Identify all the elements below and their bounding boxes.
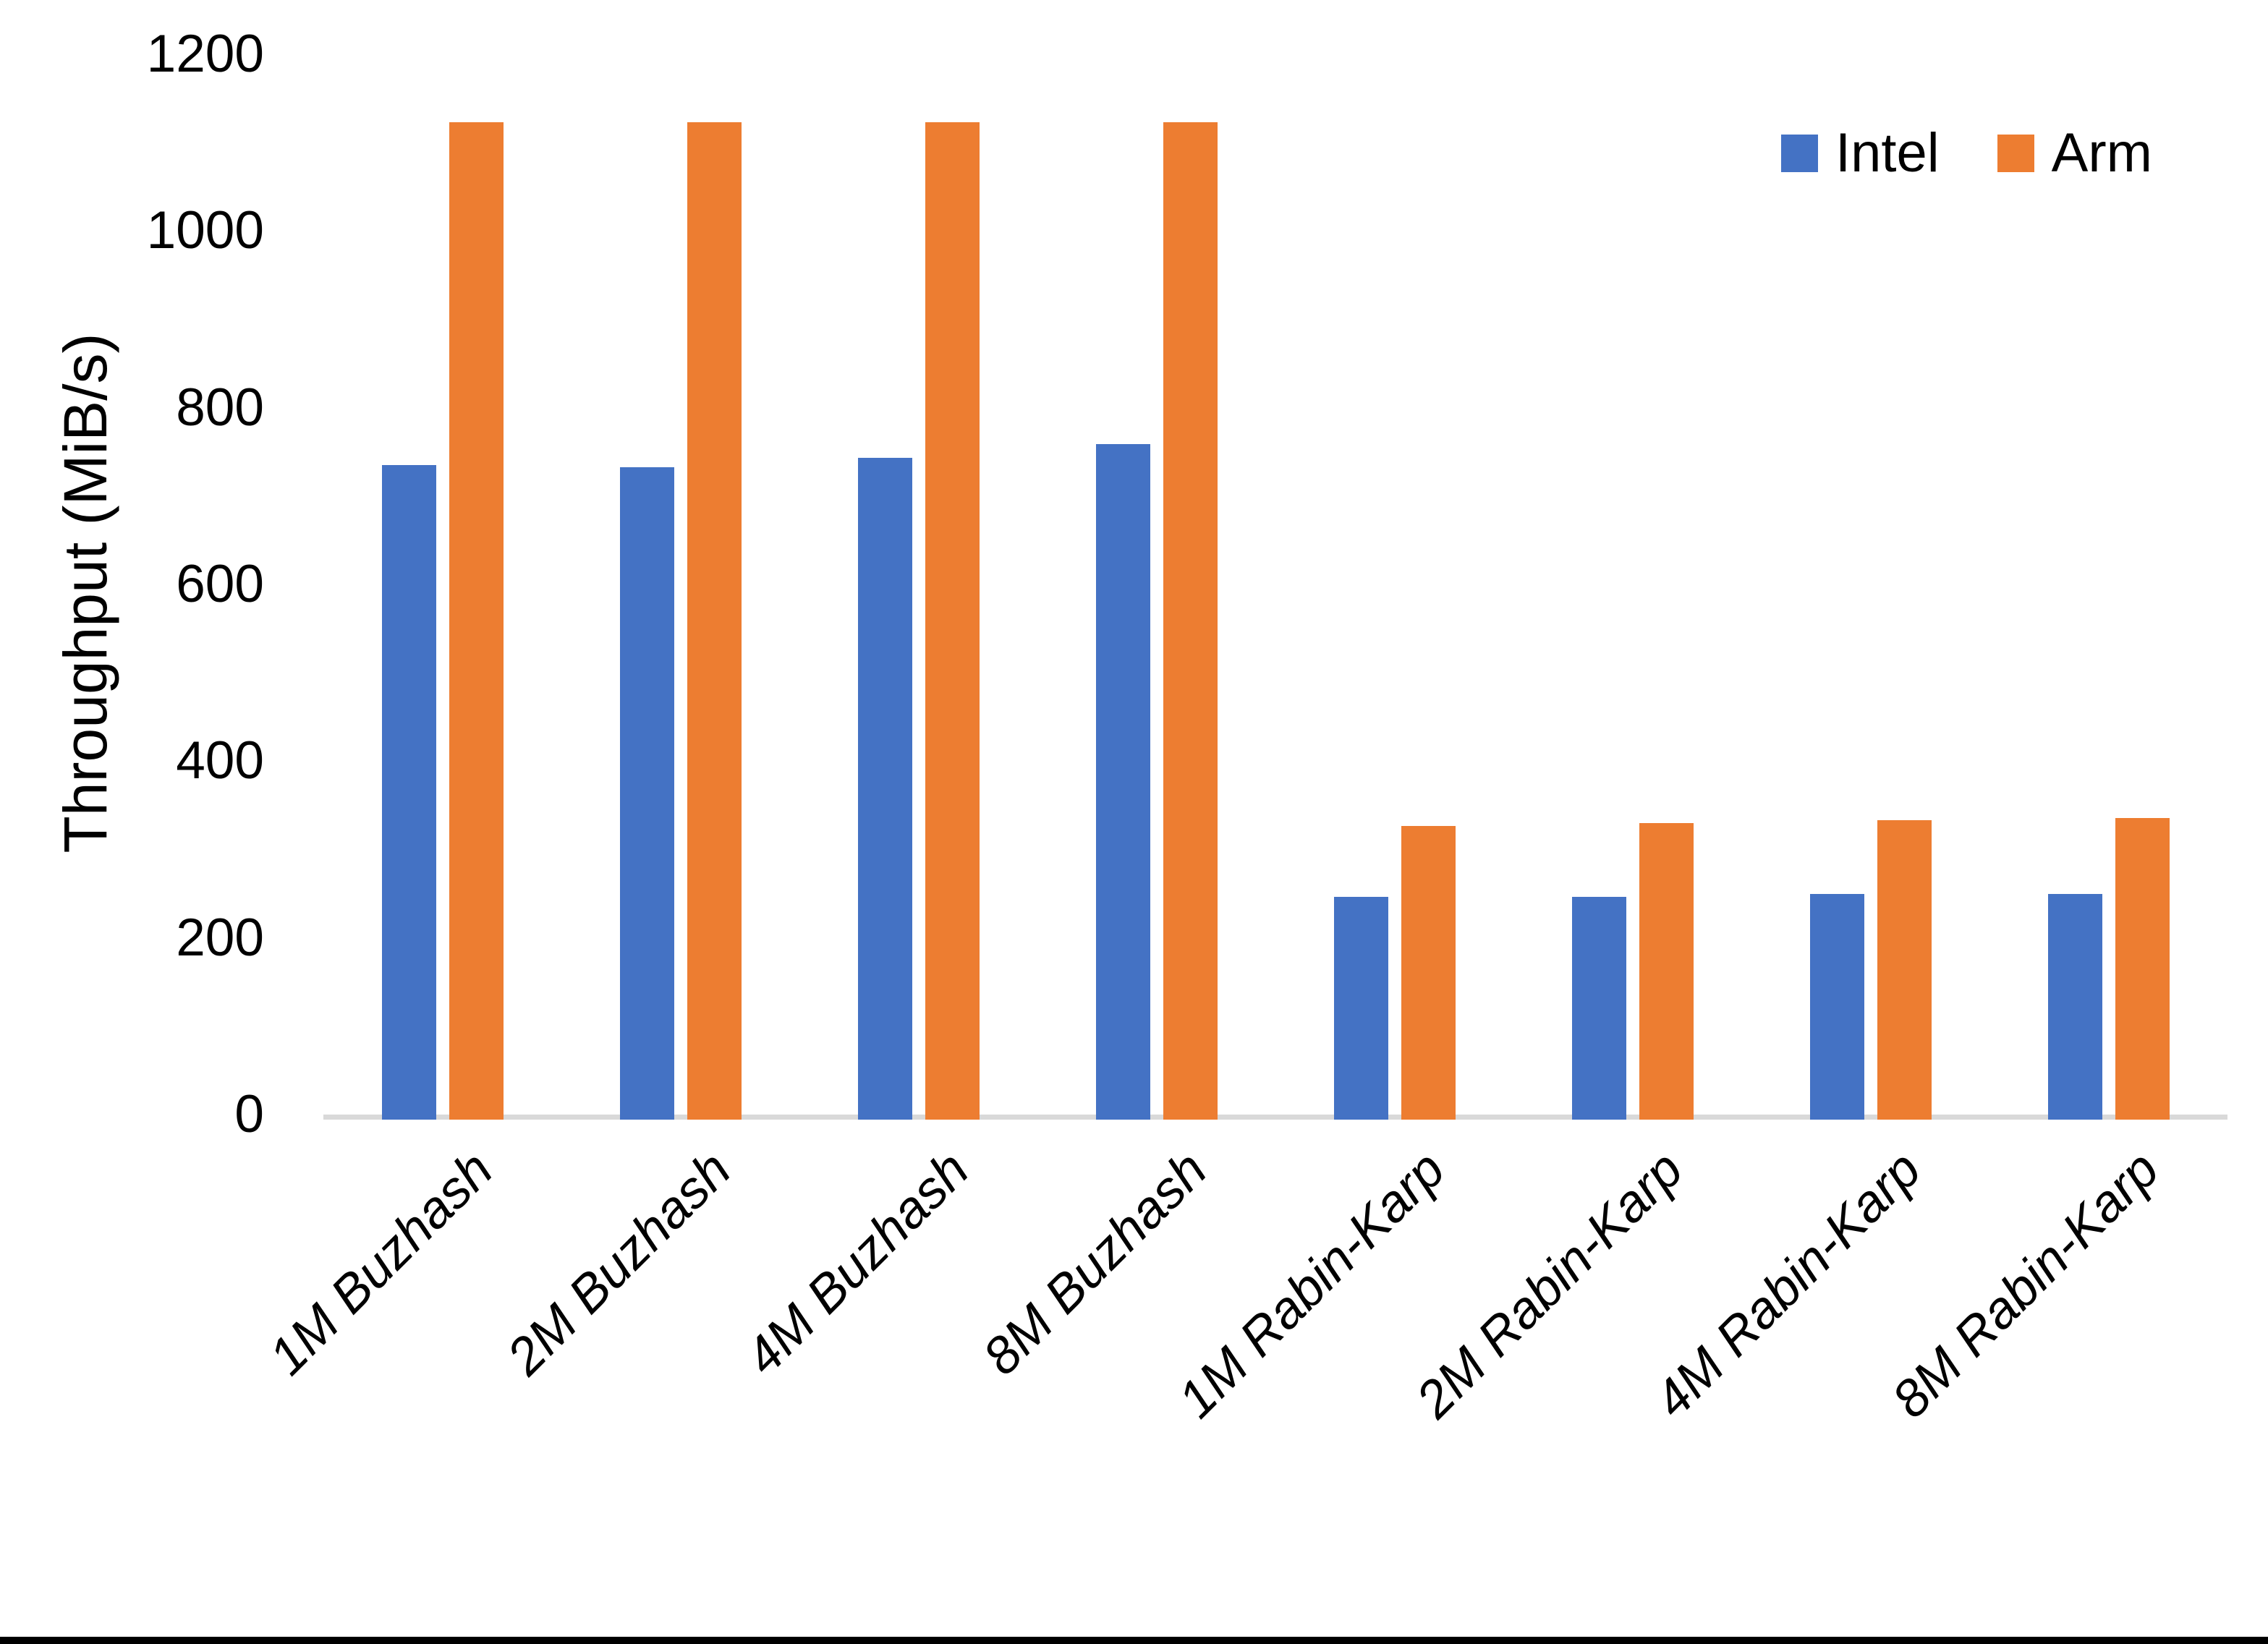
bar-arm-4m-buzhash [925, 122, 980, 1120]
category-group-8m-buzhash: 8M Buzhash [972, 54, 1275, 1386]
x-axis-line [323, 1115, 2227, 1120]
bar-intel-4m-buzhash [857, 458, 912, 1120]
bar-groups: 1M Buzhash 2M Buzhash 4M Buzhash 8M Buzhash… [258, 54, 2227, 1429]
category-group-8m-rabin-karp: 8M Rabin-Karp [1882, 54, 2227, 1429]
y-tick-label-1200: 1200 [146, 25, 264, 83]
x-tick-label-1m-buzhash: 1M Buzhash [258, 1140, 504, 1387]
y-tick-label-1000: 1000 [146, 201, 264, 260]
bar-arm-1m-rabin-karp [1401, 826, 1456, 1120]
category-group-2m-buzhash: 2M Buzhash [496, 54, 799, 1386]
bar-intel-4m-rabin-karp [1809, 894, 1864, 1120]
bar-arm-8m-rabin-karp [2115, 818, 2170, 1120]
legend-label-intel: Intel [1835, 122, 1940, 184]
x-tick-label-8m-buzhash: 8M Buzhash [972, 1140, 1218, 1387]
bar-arm-4m-rabin-karp [1877, 820, 1932, 1120]
legend-item-intel: Intel [1781, 124, 1940, 182]
y-axis-tick-labels: 1200 1000 800 600 400 200 0 [0, 0, 264, 1644]
bar-intel-2m-rabin-karp [1571, 897, 1626, 1120]
bar-intel-8m-rabin-karp [2047, 894, 2102, 1120]
legend: Intel Arm [1781, 124, 2152, 182]
bar-intel-1m-rabin-karp [1333, 897, 1388, 1120]
y-tick-label-800: 800 [176, 378, 264, 437]
legend-item-arm: Arm [1997, 124, 2152, 182]
bar-arm-2m-rabin-karp [1639, 823, 1694, 1120]
x-tick-label-4m-buzhash: 4M Buzhash [734, 1140, 980, 1387]
y-tick-label-400: 400 [176, 731, 264, 790]
category-group-1m-rabin-karp: 1M Rabin-Karp [1168, 54, 1513, 1429]
bar-intel-2m-buzhash [619, 467, 674, 1120]
bar-intel-1m-buzhash [381, 465, 436, 1120]
legend-label-arm: Arm [2051, 122, 2152, 184]
plot-area: 1M Buzhash 2M Buzhash 4M Buzhash 8M Buzhash… [258, 54, 2227, 1429]
y-tick-label-600: 600 [176, 555, 264, 613]
y-tick-label-200: 200 [176, 908, 264, 967]
category-group-4m-rabin-karp: 4M Rabin-Karp [1644, 54, 1989, 1429]
category-group-2m-rabin-karp: 2M Rabin-Karp [1406, 54, 1751, 1429]
x-tick-label-2m-buzhash: 2M Buzhash [496, 1140, 742, 1387]
bar-arm-1m-buzhash [449, 122, 504, 1120]
bottom-border [0, 1637, 2268, 1644]
bar-arm-2m-buzhash [687, 122, 742, 1120]
legend-swatch-arm-icon [1997, 135, 2034, 172]
legend-swatch-intel-icon [1781, 135, 1818, 172]
y-tick-label-0: 0 [234, 1085, 264, 1143]
category-group-4m-buzhash: 4M Buzhash [734, 54, 1037, 1386]
bar-arm-8m-buzhash [1163, 122, 1218, 1120]
category-group-1m-buzhash: 1M Buzhash [258, 54, 561, 1386]
bar-intel-8m-buzhash [1095, 444, 1150, 1120]
